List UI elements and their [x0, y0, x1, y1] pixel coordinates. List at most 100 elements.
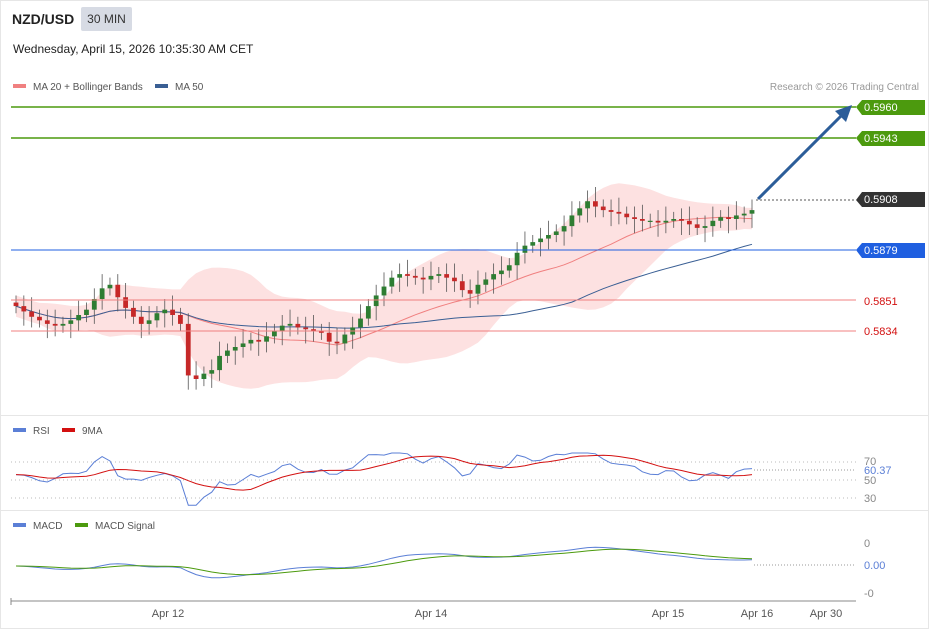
candle-body [522, 245, 528, 253]
candle-body [178, 315, 183, 324]
candle-body [232, 347, 238, 351]
rsi-lines-layer [15, 452, 753, 506]
candle-body [444, 274, 450, 278]
candle-body [710, 220, 716, 227]
candle-body [452, 277, 457, 282]
candle-body [546, 235, 551, 239]
candle-body [225, 350, 230, 356]
candle-body [397, 274, 403, 278]
candle-body [154, 313, 160, 321]
rsi-tick-50: 50 [864, 475, 876, 487]
candle-body [749, 210, 755, 214]
candle-body [358, 318, 363, 328]
ma20-legend-swatch [13, 84, 26, 88]
candle-body [264, 336, 269, 342]
ma20-legend-label: MA 20 + Bollinger Bands [33, 82, 143, 93]
candle-body [381, 286, 387, 296]
rsi-ma-line [15, 454, 753, 491]
x-label-apr12: Apr 12 [152, 608, 184, 620]
candle-body [538, 238, 543, 243]
candle-body [326, 332, 332, 342]
candle-body [68, 320, 74, 324]
candle-body [84, 309, 89, 315]
resistance-1-value: 0.5943 [864, 133, 898, 145]
rsi-legend-label: RSI [33, 426, 50, 437]
ma50-line [15, 243, 753, 329]
macd-tick-0: 0 [864, 538, 870, 550]
ma50-legend-label: MA 50 [175, 82, 204, 93]
candle-body [131, 307, 136, 317]
candle-body [608, 210, 614, 212]
ma50-legend-swatch [155, 84, 168, 88]
candle-body [436, 274, 442, 276]
candle-body [585, 201, 590, 209]
candle-body [287, 323, 293, 326]
rsi-ma-legend-swatch [62, 428, 75, 432]
candle-body [561, 226, 567, 232]
support-2-value: 0.5834 [864, 326, 898, 338]
candle-body [123, 297, 129, 308]
candle-body [467, 290, 473, 294]
pivot-tag: 0.5879 [856, 243, 925, 258]
candle-body [107, 284, 113, 289]
candle-body [499, 270, 504, 275]
candle-body [201, 373, 207, 379]
candle-body [428, 275, 434, 280]
copyright-label: Research © 2026 Trading Central [770, 82, 919, 93]
candle-body [632, 217, 637, 219]
candle-body [569, 215, 575, 227]
candle-body [146, 320, 152, 324]
candle-body [279, 325, 285, 331]
candle-body [389, 277, 395, 287]
candle-body [420, 277, 426, 280]
macd-lines-layer [15, 546, 753, 579]
macd-current-value: 0.00 [864, 560, 885, 572]
candle-body [702, 226, 708, 228]
macd-legend-swatch [13, 523, 26, 527]
candle-body [726, 217, 731, 219]
candle-body [655, 220, 661, 223]
candle-body [295, 323, 301, 328]
rsi-legend-swatch [13, 428, 26, 432]
candle-body [170, 309, 175, 315]
rsi-current-value: 60.37 [864, 465, 892, 477]
macd-signal-line [15, 548, 753, 576]
symbol-label: NZD/USD [12, 11, 75, 27]
candle-body [639, 219, 645, 221]
x-label-apr30: Apr 30 [810, 608, 842, 620]
rsi-ma-legend-label: 9MA [82, 426, 103, 437]
candle-body [138, 316, 144, 324]
candle-body [99, 288, 105, 299]
candle-body [530, 242, 536, 246]
candle-body [115, 284, 121, 298]
candle-body [217, 355, 222, 371]
candle-body [459, 281, 465, 291]
candle-body [663, 220, 669, 223]
candle-body [193, 375, 199, 379]
candle-body [671, 219, 677, 221]
candle-body [553, 231, 559, 235]
rsi-line [15, 452, 753, 506]
candles-layer [13, 187, 755, 390]
candle-body [718, 217, 724, 221]
macd-signal-legend-label: MACD Signal [95, 521, 155, 532]
chart-header: NZD/USD 30 MIN Wednesday, April 15, 2026… [0, 0, 929, 70]
candle-body [647, 220, 653, 222]
current-price-value: 0.5908 [864, 194, 898, 206]
pivot-value: 0.5879 [864, 245, 898, 257]
candle-body [303, 327, 309, 330]
candle-body [405, 274, 410, 276]
candle-body [365, 306, 371, 319]
candle-body [733, 215, 739, 219]
candle-body [91, 299, 97, 310]
x-label-apr15: Apr 15 [652, 608, 684, 620]
candle-body [506, 265, 512, 271]
timeframe-badge[interactable]: 30 MIN [81, 7, 132, 31]
candle-body [162, 309, 168, 314]
candle-body [271, 331, 277, 337]
candle-body [21, 306, 27, 312]
current-price-tag: 0.5908 [856, 192, 925, 207]
forecast-arrow [756, 105, 852, 201]
rsi-panel-separator [1, 415, 928, 416]
